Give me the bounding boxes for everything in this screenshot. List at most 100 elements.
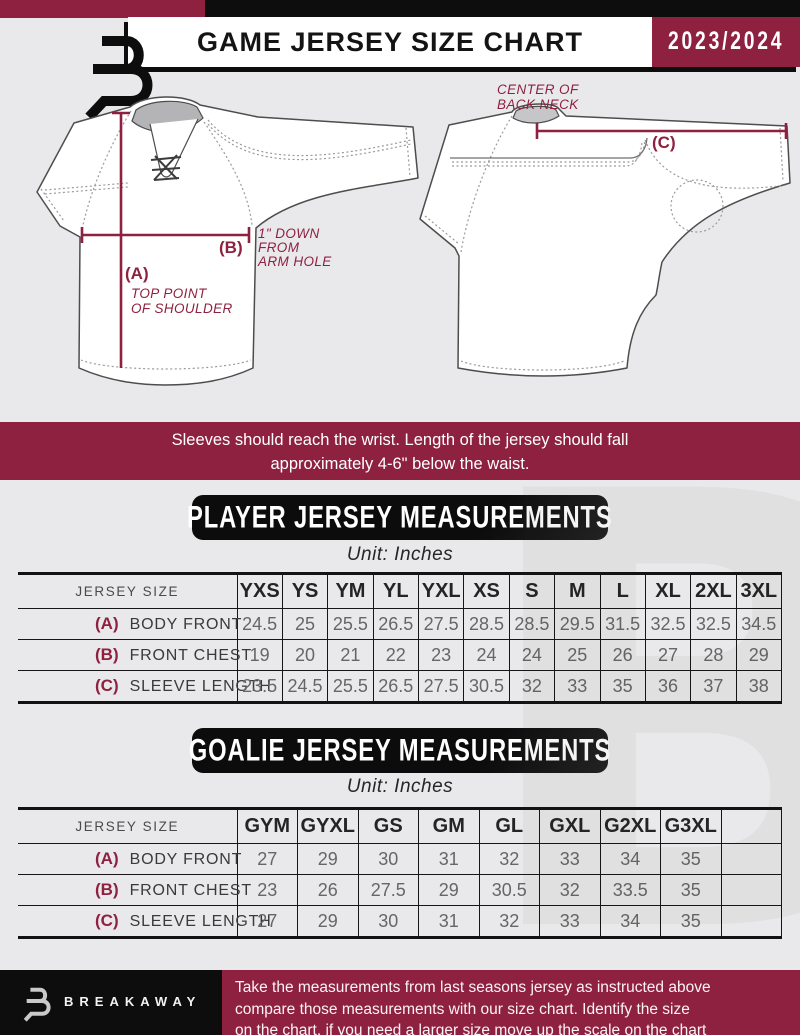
table-row: (B) FRONT CHEST 23 26 27.5 29 30.5 32 33.5 35 [18, 874, 782, 906]
measurement-cell: 35 [660, 843, 722, 875]
player-section-banner: PLAYER JERSEY MEASUREMENTS [187, 495, 612, 540]
header: GAME JERSEY SIZE CHART 2023/2024 [128, 17, 800, 67]
footer-line: compare those measurements with our size… [235, 1000, 690, 1018]
row-label-text: BODY FRONT [129, 851, 243, 868]
top-point-shoulder-label: TOP POINT OF SHOULDER [131, 286, 233, 316]
row-label: (B) FRONT CHEST [18, 874, 251, 906]
size-column-header: YL [372, 573, 420, 609]
measurement-cell: 32 [539, 874, 601, 906]
goalie-section-banner: GOALIE JERSEY MEASUREMENTS [188, 728, 612, 773]
label-line: CENTER OF [497, 82, 579, 97]
row-label-text: FRONT CHEST [129, 882, 252, 899]
size-column-header: GYM [236, 808, 298, 844]
measurement-cell: 24 [508, 639, 556, 671]
measurement-cell: 25 [554, 639, 601, 671]
footer-brand-block: BREAKAWAY [0, 970, 222, 1035]
label-line: BACK NECK [497, 97, 579, 112]
notice-line: Sleeves should reach the wrist. Length o… [171, 431, 629, 449]
size-column-header: YS [281, 573, 329, 609]
fit-notice-banner: Sleeves should reach the wrist. Length o… [0, 422, 800, 480]
measurement-cell: 27 [644, 639, 692, 671]
measurement-cell: 33 [539, 843, 601, 875]
footer-line: on the chart, if you need a larger size … [235, 1022, 707, 1035]
measurement-cell: 29 [297, 905, 359, 938]
size-column-header: GM [418, 808, 480, 844]
row-label: (A) BODY FRONT [18, 608, 241, 640]
measurement-cell: 34.5 [735, 608, 783, 640]
measurement-cell: 29 [297, 843, 359, 875]
size-column-header: GYXL [297, 808, 359, 844]
measure-c-tag: (C) [652, 133, 676, 152]
measurement-cell: 32 [478, 905, 540, 938]
player-banner-text: PLAYER JERSEY MEASUREMENTS [187, 499, 613, 535]
measurement-cell: 35 [660, 905, 722, 938]
measurement-cell: 36 [644, 670, 692, 703]
measurement-cell [720, 905, 782, 938]
row-label: (C) SLEEVE LENGTH [18, 670, 271, 703]
measurement-cell: 30 [357, 843, 419, 875]
player-size-table: JERSEY SIZE YXS YS YM YL YXL XS S M L XL 2XL 3XL (A) B… [18, 572, 783, 704]
measurement-cell: 25.5 [327, 608, 374, 640]
row-label: (C) SLEEVE LENGTH [18, 905, 271, 938]
size-column-header: S [508, 573, 556, 609]
table-row: (B) FRONT CHEST 19 20 21 22 23 24 24 25 26 27 28 29 [18, 639, 783, 671]
size-column-header: 3XL [735, 573, 783, 609]
measurement-cell: 25 [281, 608, 329, 640]
measurement-cell: 27.5 [417, 670, 465, 703]
back-jersey-illustration [419, 103, 791, 377]
front-jersey-stitching [40, 110, 412, 370]
row-label: (A) BODY FRONT [18, 843, 241, 875]
size-column-header: XL [644, 573, 692, 609]
size-column-header: GS [357, 808, 419, 844]
size-column-header: L [599, 573, 646, 609]
table-row: (C) SLEEVE LENGTH 23.5 24.5 25.5 26.5 27.5 30.5… [18, 670, 783, 703]
row-label-text: BODY FRONT [129, 616, 243, 633]
size-column-header: G2XL [599, 808, 661, 844]
season-text: 2023/2024 [667, 27, 785, 55]
page-title: GAME JERSEY SIZE CHART [128, 17, 652, 67]
measurement-cell: 31 [418, 843, 480, 875]
label-line: ARM HOLE [258, 254, 332, 269]
measurement-cell: 29 [735, 639, 783, 671]
measurement-cell: 23 [417, 639, 465, 671]
row-tag: (B) [95, 645, 119, 664]
brand-name: BREAKAWAY [64, 994, 202, 1009]
row-label: (B) FRONT CHEST [18, 639, 251, 671]
size-column-header: GXL [539, 808, 601, 844]
measurement-cell: 24 [463, 639, 510, 671]
measurement-cell: 24.5 [236, 608, 283, 640]
jersey-diagram-art [36, 96, 791, 386]
measurement-cell: 20 [281, 639, 329, 671]
table-header-row: JERSEY SIZE GYM GYXL GS GM GL GXL G2XL G3XL [18, 808, 782, 844]
measurement-cell: 32 [508, 670, 556, 703]
table-header-row: JERSEY SIZE YXS YS YM YL YXL XS S M L XL 2XL 3XL [18, 573, 783, 609]
measurement-cell: 26 [599, 639, 646, 671]
goalie-banner-text: GOALIE JERSEY MEASUREMENTS [188, 732, 612, 768]
measurement-cell: 34 [599, 843, 661, 875]
player-unit-label: Unit: Inches [346, 544, 454, 565]
size-column-header: YM [327, 573, 374, 609]
measurement-cell [720, 874, 782, 906]
center-back-neck-label: CENTER OF BACK NECK [497, 82, 579, 112]
measurement-cell: 38 [735, 670, 783, 703]
measurement-cell [720, 843, 782, 875]
measurement-cell: 31 [418, 905, 480, 938]
top-strip-maroon [0, 0, 205, 18]
measurement-cell: 31.5 [599, 608, 646, 640]
measurement-cell: 29.5 [554, 608, 601, 640]
row-tag: (C) [95, 676, 119, 695]
breakaway-footer-logo-icon [23, 987, 51, 1022]
jersey-diagrams: CENTER OF BACK NECK (C) (B) 1" DOWN FROM… [0, 80, 800, 422]
breakaway-logo-icon [85, 36, 153, 121]
measurement-cell: 21 [327, 639, 374, 671]
measurement-cell: 28 [690, 639, 737, 671]
row-label-text: SLEEVE LENGTH [129, 913, 272, 930]
size-column-header: M [554, 573, 601, 609]
size-column-header: 2XL [690, 573, 737, 609]
measurement-cell: 34 [599, 905, 661, 938]
measurement-cell: 30 [357, 905, 419, 938]
measurement-cell: 27.5 [417, 608, 465, 640]
measurement-cell: 25.5 [327, 670, 374, 703]
measure-a-tag: (A) [125, 264, 149, 283]
measurement-cell: 28.5 [463, 608, 510, 640]
